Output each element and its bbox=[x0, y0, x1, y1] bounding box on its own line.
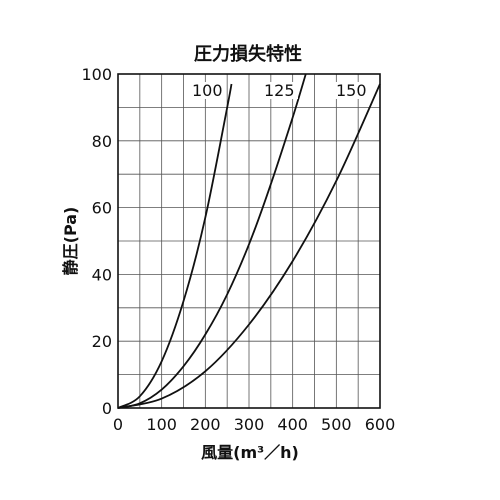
series-label-bg bbox=[190, 82, 226, 99]
y-tick-label: 40 bbox=[92, 265, 112, 284]
y-tick-labels: 0 20 40 60 80 100 bbox=[81, 65, 112, 418]
series-label-bg bbox=[262, 82, 298, 99]
plot-frame bbox=[117, 73, 381, 409]
y-tick-label: 60 bbox=[92, 199, 112, 218]
x-tick-label: 500 bbox=[321, 415, 352, 434]
y-tick-label: 100 bbox=[81, 65, 112, 84]
series-labels: 100 125 150 bbox=[190, 81, 370, 100]
x-tick-label: 600 bbox=[365, 415, 396, 434]
series-curves bbox=[117, 73, 381, 409]
y-tick-label: 0 bbox=[102, 399, 112, 418]
series-label-100: 100 bbox=[192, 81, 223, 100]
x-tick-label: 200 bbox=[190, 415, 221, 434]
series-line-100 bbox=[117, 83, 233, 409]
series-label-125: 125 bbox=[264, 81, 295, 100]
x-tick-labels: 0 100 200 300 400 500 600 bbox=[113, 415, 395, 434]
x-tick-label: 400 bbox=[277, 415, 308, 434]
chart-title: 圧力損失特性 bbox=[194, 43, 302, 65]
x-axis-label: 風量(m³／h) bbox=[201, 443, 299, 462]
series-line-125 bbox=[117, 73, 307, 409]
x-tick-label: 0 bbox=[113, 415, 123, 434]
x-tick-label: 100 bbox=[146, 415, 177, 434]
y-axis-label: 静圧(Pa) bbox=[61, 207, 80, 276]
y-tick-label: 80 bbox=[92, 132, 112, 151]
series-label-bg bbox=[334, 82, 370, 99]
series-line-150 bbox=[117, 83, 381, 409]
x-tick-label: 300 bbox=[234, 415, 265, 434]
series-label-150: 150 bbox=[336, 81, 367, 100]
y-tick-label: 20 bbox=[92, 332, 112, 351]
grid-lines bbox=[118, 74, 380, 408]
